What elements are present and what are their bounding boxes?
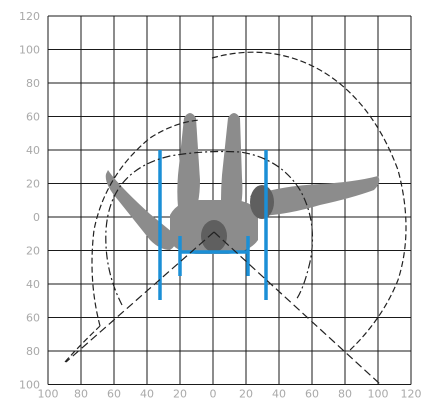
y-tick-label: 80 — [26, 345, 40, 358]
head — [201, 220, 227, 252]
x-tick-label: 100 — [38, 388, 59, 401]
y-tick-label: 20 — [26, 245, 40, 258]
x-tick-label: 40 — [140, 388, 154, 401]
y-tick-label: 0 — [33, 211, 40, 224]
y-tick-label: 100 — [19, 379, 40, 392]
y-tick-label: 120 — [19, 10, 40, 23]
y-tick-label: 80 — [26, 77, 40, 90]
y-tick-label: 60 — [26, 312, 40, 325]
y-tick-label: 20 — [26, 178, 40, 191]
y-tick-label: 40 — [26, 278, 40, 291]
right-shoulder — [250, 185, 274, 219]
x-tick-label: 80 — [338, 388, 352, 401]
left-outer-envelope — [64, 119, 201, 363]
x-tick-label: 120 — [401, 388, 422, 401]
x-axis-tick-labels: 100 80 60 40 20 0 20 40 60 80 100 120 — [38, 388, 422, 401]
x-tick-label: 60 — [107, 388, 121, 401]
x-tick-label: 80 — [74, 388, 88, 401]
reach-diagonals — [65, 231, 381, 385]
x-tick-label: 20 — [173, 388, 187, 401]
x-tick-label: 20 — [239, 388, 253, 401]
x-tick-label: 100 — [368, 388, 389, 401]
human-figure — [105, 113, 380, 254]
reach-envelopes — [64, 51, 407, 363]
y-tick-label: 100 — [19, 44, 40, 57]
left-arm — [105, 170, 176, 250]
left-raised-hand — [177, 113, 200, 222]
y-tick-label: 40 — [26, 144, 40, 157]
left-reach-diagonal — [65, 231, 215, 363]
right-reach-diagonal — [213, 231, 381, 385]
right-outer-envelope — [211, 51, 407, 353]
right-raised-hand — [221, 113, 243, 222]
y-axis-tick-labels: 120 100 80 60 40 20 0 20 40 60 80 100 — [19, 10, 40, 392]
x-tick-label: 0 — [210, 388, 217, 401]
right-arm — [250, 176, 380, 216]
x-tick-label: 40 — [272, 388, 286, 401]
y-tick-label: 60 — [26, 111, 40, 124]
x-tick-label: 60 — [305, 388, 319, 401]
